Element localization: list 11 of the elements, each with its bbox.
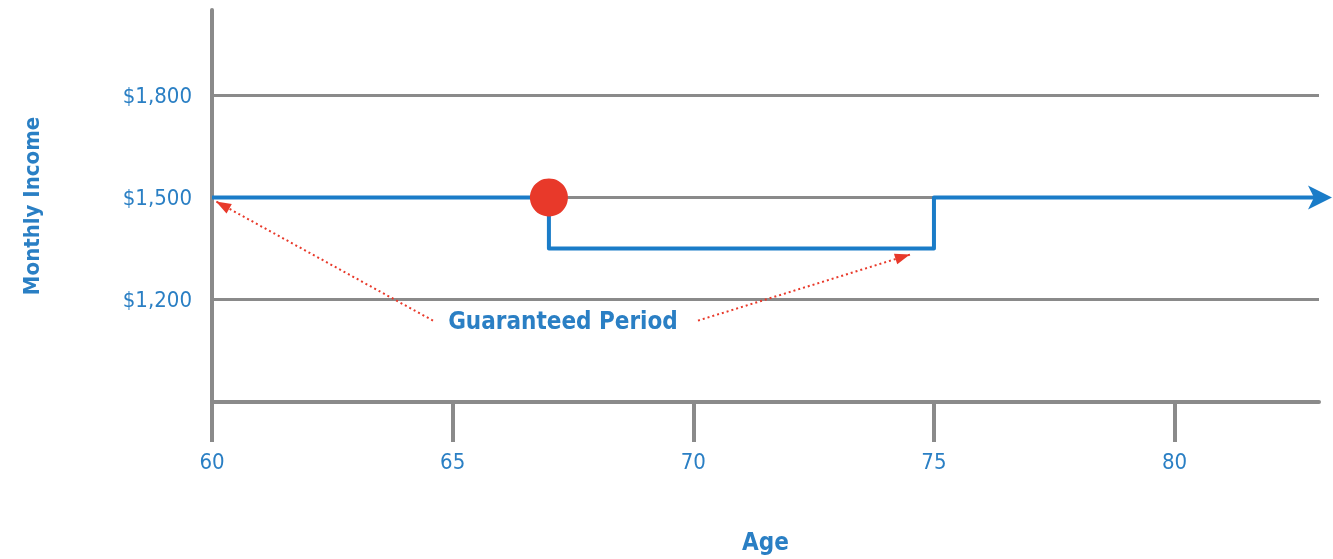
x-tick-label: 80 bbox=[1162, 448, 1188, 474]
x-tick-label: 70 bbox=[680, 448, 706, 474]
x-axis-title: Age bbox=[742, 528, 789, 556]
annotation: Guaranteed Period bbox=[448, 306, 678, 335]
x-tick-label: 60 bbox=[199, 448, 225, 474]
y-tick-label: $1,200 bbox=[122, 287, 192, 313]
x-tick-label: 65 bbox=[440, 448, 466, 474]
x-tick-label: 75 bbox=[921, 448, 947, 474]
y-tick-label: $1,500 bbox=[122, 184, 192, 210]
y-tick-label: $1,800 bbox=[122, 82, 192, 108]
y-axis-title: Monthly Income bbox=[18, 116, 44, 296]
